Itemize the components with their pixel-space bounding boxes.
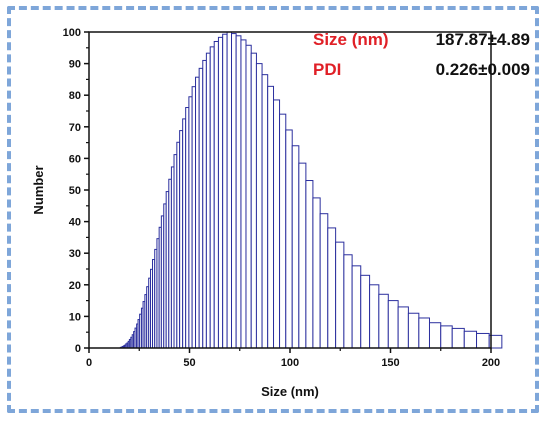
bar (343, 254, 353, 349)
y-tick-label: 100 (63, 27, 81, 39)
bar (245, 44, 252, 349)
annotation-pdi-label: PDI (313, 60, 341, 79)
x-tick-label: 150 (381, 357, 399, 369)
x-tick-label: 200 (482, 357, 500, 369)
bar (428, 322, 442, 349)
bar (360, 274, 371, 349)
y-tick-label: 60 (69, 153, 81, 165)
bar (488, 334, 503, 349)
y-tick-label: 70 (69, 122, 81, 134)
bar (191, 86, 197, 349)
bar (255, 63, 263, 349)
dashed-border (7, 6, 539, 413)
bar (407, 312, 420, 349)
bar (387, 300, 399, 349)
y-tick-label: 90 (69, 59, 81, 71)
bar (312, 197, 321, 349)
bar (378, 293, 389, 349)
y-axis-label: Number (31, 165, 46, 214)
y-tick-label: 0 (75, 343, 81, 355)
bar (463, 330, 478, 349)
bar (369, 284, 380, 349)
x-tick-label: 100 (281, 357, 299, 369)
bar (273, 99, 281, 349)
x-tick-label: 50 (183, 357, 195, 369)
bar (226, 31, 233, 349)
y-tick-label: 40 (69, 217, 81, 229)
bar (222, 33, 228, 349)
bar (231, 33, 237, 349)
bar (279, 113, 287, 349)
annotation-pdi-value: 0.226±0.009 (436, 60, 530, 79)
x-axis-label: Size (nm) (261, 384, 319, 399)
bar (198, 67, 204, 349)
bar (305, 180, 314, 349)
bar (319, 213, 329, 349)
annotation-size-value: 187.87±4.89 (436, 30, 530, 49)
bar (205, 52, 211, 349)
bar (335, 241, 345, 349)
y-tick-label: 50 (69, 185, 81, 197)
annotation-size-label: Size (nm) (313, 30, 389, 49)
bar (195, 76, 200, 349)
bar (298, 162, 307, 349)
bar (235, 35, 242, 349)
bar (351, 265, 362, 349)
y-tick-label: 80 (69, 90, 81, 102)
x-tick-label: 0 (86, 357, 92, 369)
bar (285, 129, 293, 349)
bar (250, 52, 257, 349)
bar (476, 332, 490, 349)
bar (213, 40, 219, 349)
bar (397, 306, 409, 349)
bar (440, 325, 453, 349)
bar (209, 46, 215, 349)
bar (267, 85, 275, 349)
bars-layer (119, 31, 503, 349)
bar (418, 317, 430, 349)
y-tick-label: 30 (69, 248, 81, 260)
bar (261, 74, 269, 349)
bar (217, 36, 224, 349)
bar (202, 59, 207, 349)
bar (240, 39, 247, 349)
bar (451, 327, 465, 349)
bar (327, 227, 337, 349)
bar (291, 145, 300, 349)
y-tick-label: 10 (69, 311, 81, 323)
axes-layer: 0 50 100 150 200 0 10 20 30 40 50 60 70 80 90 100 (63, 27, 501, 369)
y-tick-label: 20 (69, 280, 81, 292)
